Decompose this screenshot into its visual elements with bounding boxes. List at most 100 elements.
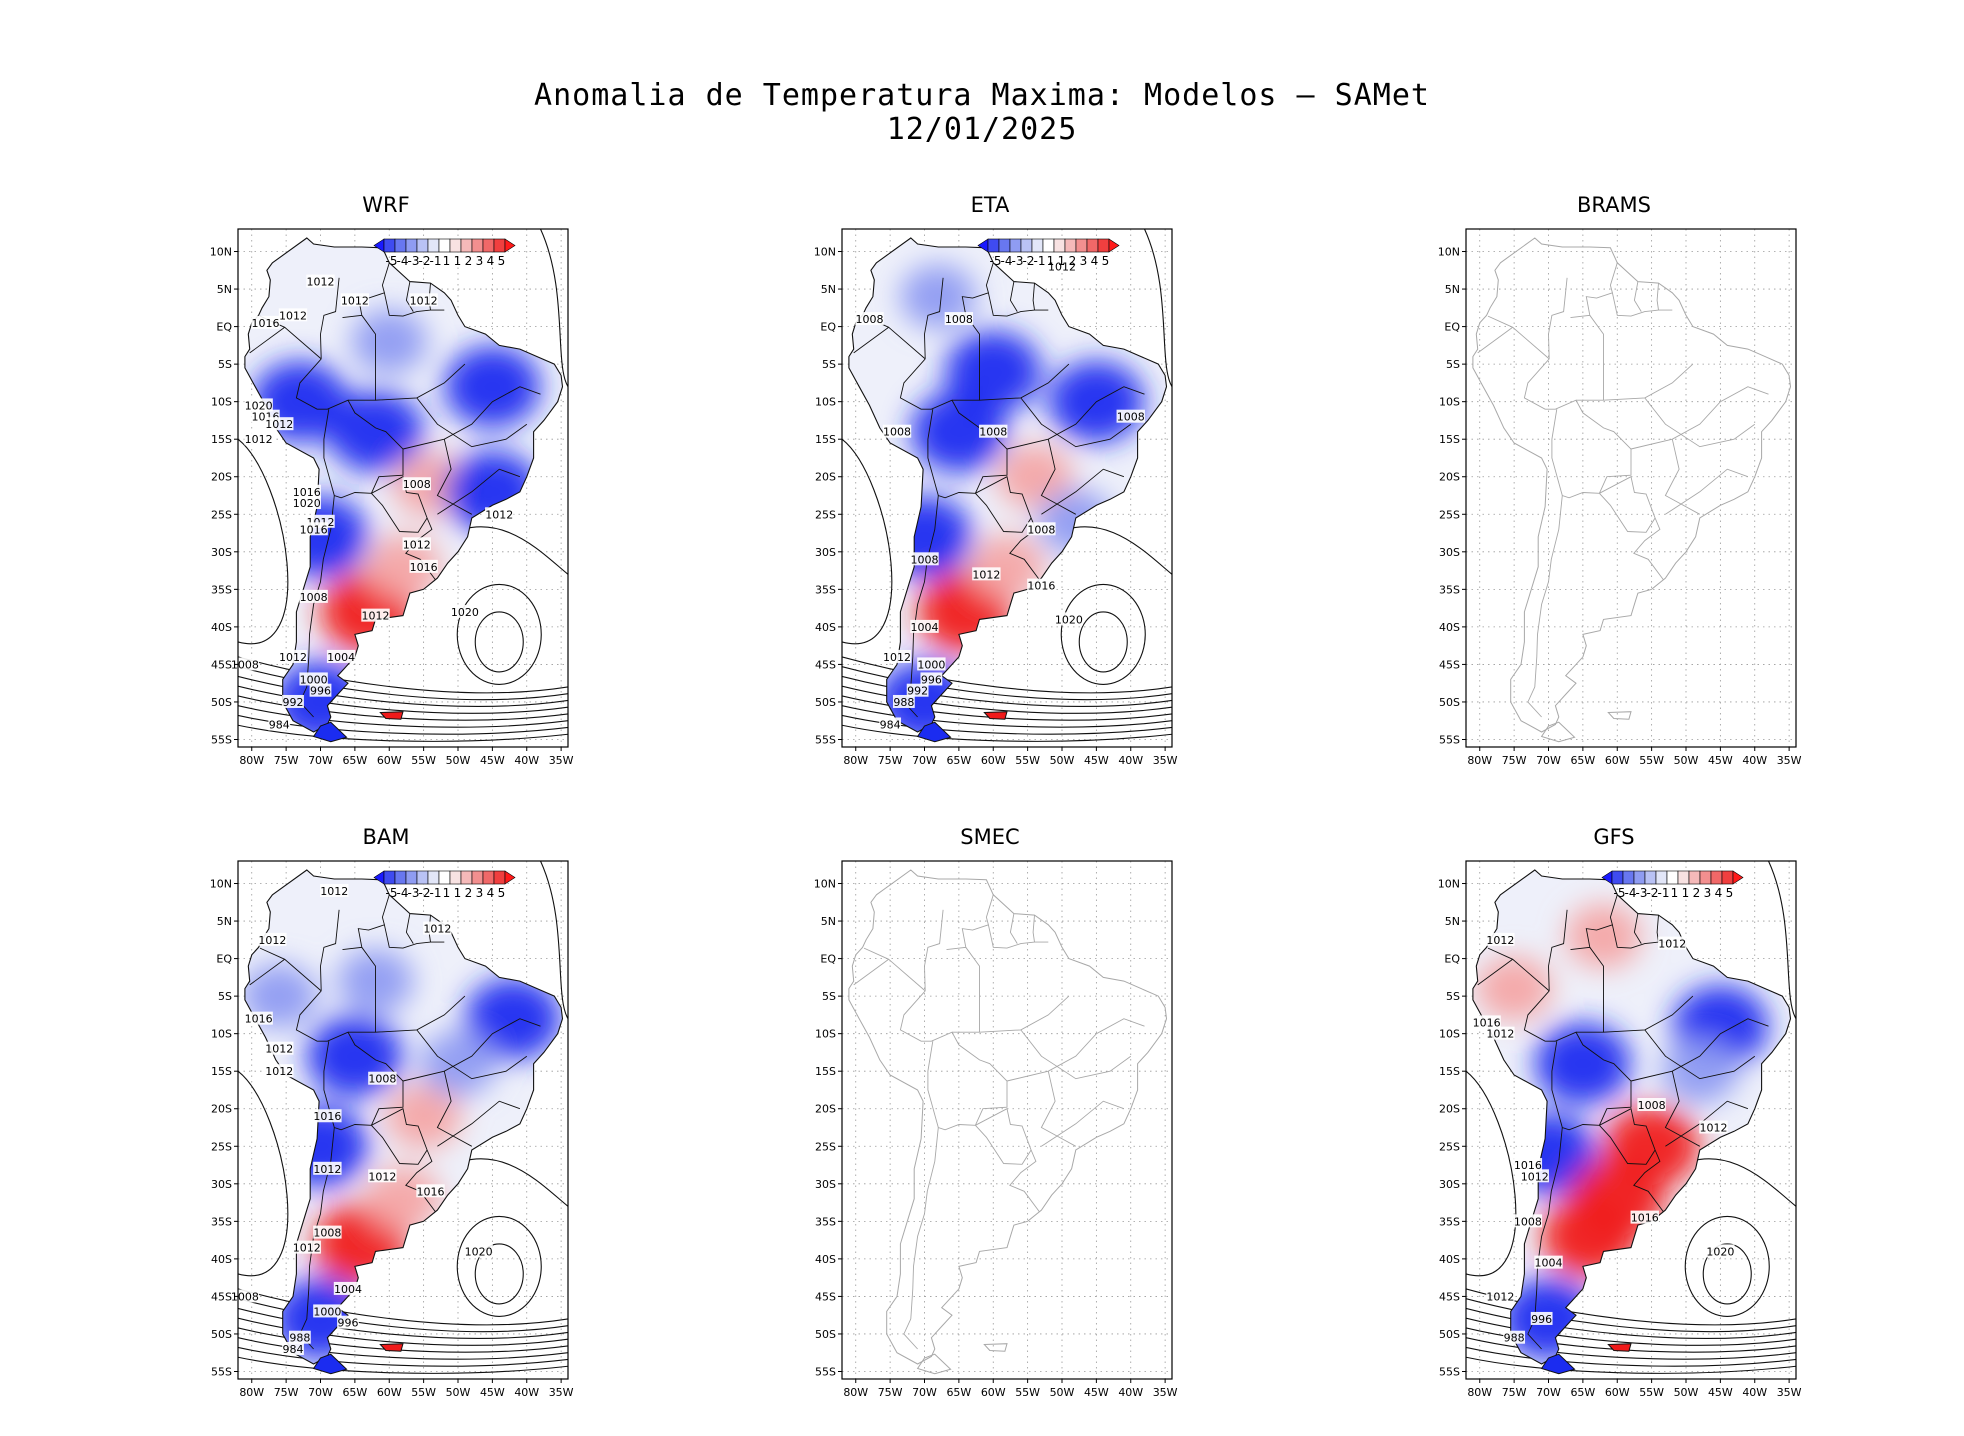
colorbar-cell bbox=[1097, 238, 1110, 253]
lon-label: 40W bbox=[1742, 1386, 1767, 1399]
border-line bbox=[1041, 1100, 1125, 1147]
colorbar-cell bbox=[460, 238, 473, 253]
isobar-label: 1008 bbox=[402, 477, 431, 491]
colorbar-label: 1 bbox=[1671, 886, 1679, 900]
border-line bbox=[371, 492, 428, 533]
isobar-label-text: 1012 bbox=[1486, 1290, 1514, 1303]
country-borders bbox=[1477, 894, 1769, 1350]
isobar-label-bg bbox=[1658, 936, 1687, 950]
lon-label: 35W bbox=[1777, 754, 1802, 767]
isobar-label-text: 1000 bbox=[313, 1305, 341, 1318]
isobar-line bbox=[539, 861, 568, 1019]
isobar-label-text: 1012 bbox=[279, 651, 307, 664]
lon-label: 80W bbox=[239, 1386, 264, 1399]
colorbar-cell bbox=[1655, 870, 1668, 885]
isobar-label: 1012 bbox=[265, 1041, 294, 1056]
lon-label: 35W bbox=[549, 1386, 574, 1399]
isobar-label-bg bbox=[882, 424, 912, 438]
lon-label: 75W bbox=[1502, 754, 1527, 767]
border-line bbox=[383, 292, 445, 317]
lon-label: 80W bbox=[843, 754, 868, 767]
lat-label: 40S bbox=[1439, 1253, 1460, 1266]
isobar-label-bg bbox=[1486, 1289, 1515, 1303]
isobar-label-text: 1020 bbox=[1706, 1245, 1734, 1258]
isobar-label-text: 1008 bbox=[1514, 1215, 1542, 1228]
lat-label: 25S bbox=[211, 508, 232, 521]
border-line bbox=[1644, 1029, 1756, 1080]
lon-label: 40W bbox=[1742, 754, 1767, 767]
isobar-label-bg bbox=[278, 308, 308, 322]
lat-label: 15S bbox=[815, 1065, 836, 1078]
panel-eta: ETA 1012 1008 1008 1008 1008 1008 1008 1008 1012… bbox=[790, 193, 1190, 793]
lat-label: 50S bbox=[815, 696, 836, 709]
colorbar-cell bbox=[471, 238, 484, 253]
isobar-line bbox=[1466, 1356, 1796, 1374]
isobar-label-text: 1012 bbox=[1700, 1122, 1728, 1135]
lon-label: 45W bbox=[1708, 1386, 1733, 1399]
lat-label: 35S bbox=[211, 583, 232, 596]
lat-label: 10S bbox=[815, 1028, 836, 1041]
isobar-label-bg bbox=[855, 312, 884, 326]
colorbar-label: 1 bbox=[443, 254, 451, 268]
lat-label: 30S bbox=[211, 546, 232, 559]
isobar-label-text: 992 bbox=[283, 696, 304, 709]
map-frame bbox=[1465, 860, 1797, 1380]
isobar-label: 1008 bbox=[313, 1225, 342, 1240]
isobar-label-bg bbox=[1520, 1169, 1549, 1183]
border-line bbox=[1527, 1127, 1563, 1350]
isobar-label-text: 1004 bbox=[911, 621, 939, 634]
map-brams: 10N 5N EQ 5S 10S 15S 20S 25S 30S 35S 40S 45S 50S 55S 8… bbox=[1438, 228, 1802, 767]
isobar-label: 1020 bbox=[450, 604, 480, 619]
isobar-label-bg bbox=[972, 567, 1001, 581]
isobar-label: 988 bbox=[1503, 1330, 1526, 1345]
lat-label: 50S bbox=[1439, 696, 1460, 709]
isobar-label-bg bbox=[917, 657, 946, 671]
border-line bbox=[1477, 958, 1513, 986]
grid-lines bbox=[1466, 229, 1796, 747]
border-line bbox=[987, 292, 1049, 317]
border-line bbox=[1599, 476, 1664, 580]
lon-label: 35W bbox=[1153, 754, 1178, 767]
border-line bbox=[375, 363, 466, 401]
border-line bbox=[853, 958, 889, 986]
border-line bbox=[1576, 315, 1604, 401]
colorbar-label: 2 bbox=[465, 254, 473, 268]
isobar-label: 1016 bbox=[1630, 1210, 1659, 1225]
lat-label: 55S bbox=[815, 733, 836, 746]
country-borders bbox=[1477, 262, 1769, 718]
colorbar-cell bbox=[1633, 870, 1646, 885]
isobar-label-bg bbox=[258, 932, 287, 946]
isobar-label-text: 1012 bbox=[265, 418, 293, 431]
isobar-label-text: 1000 bbox=[917, 658, 945, 671]
isobar-label: 1016 bbox=[1513, 1158, 1543, 1172]
border-line bbox=[1523, 358, 1632, 494]
border-line bbox=[405, 913, 414, 944]
isobar-label: 1012 bbox=[340, 293, 370, 307]
isobar-label-text: 1016 bbox=[417, 1185, 445, 1198]
isobar-label: 988 bbox=[288, 1330, 311, 1345]
colorbar-cell bbox=[383, 870, 396, 885]
map-background bbox=[1466, 229, 1796, 747]
border-line bbox=[1656, 283, 1659, 311]
lon-label: 50W bbox=[1050, 754, 1075, 767]
colorbar-cell bbox=[1086, 238, 1099, 253]
lon-label: 45W bbox=[1084, 1386, 1109, 1399]
isobar-label: 1016 bbox=[416, 1184, 445, 1198]
isobar-label-text: 1012 bbox=[1486, 1028, 1514, 1041]
map-frame bbox=[237, 228, 569, 748]
colorbar-cell bbox=[482, 870, 495, 885]
anomaly-cold bbox=[465, 977, 561, 1060]
isobar-label-text: 1012 bbox=[265, 1065, 293, 1078]
lat-label: 5N bbox=[821, 915, 836, 928]
isobar-label-text: 1000 bbox=[300, 673, 328, 686]
border-line bbox=[1633, 913, 1642, 944]
lon-label: 80W bbox=[1467, 754, 1492, 767]
isobar-label-text: 1016 bbox=[1473, 1016, 1501, 1029]
isobar-high bbox=[1702, 1243, 1752, 1305]
border-line bbox=[1664, 1071, 1701, 1147]
colorbar-label: 4 bbox=[1715, 886, 1723, 900]
isobar-line bbox=[1466, 1317, 1796, 1346]
colorbar-cell bbox=[427, 238, 440, 253]
isobar-label-bg bbox=[244, 432, 273, 446]
